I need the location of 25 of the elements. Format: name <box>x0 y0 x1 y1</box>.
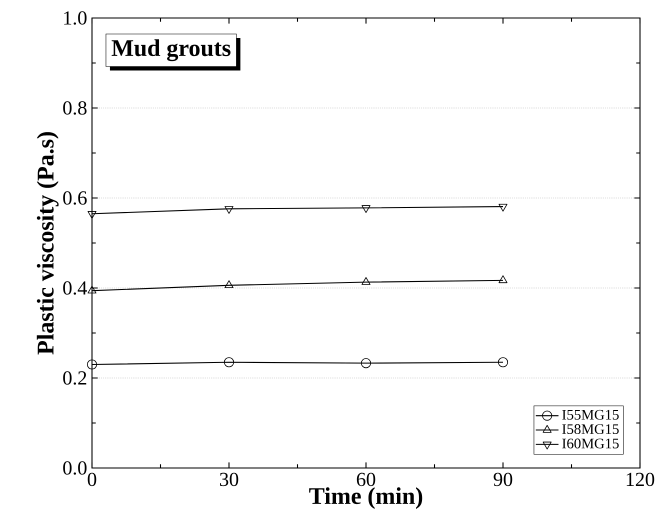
y-tick-label: 0.4 <box>63 281 87 295</box>
point <box>362 205 370 213</box>
point <box>360 358 372 368</box>
legend-label: I58MG15 <box>562 424 619 434</box>
point <box>498 204 508 212</box>
legend-label: I60MG15 <box>562 438 619 448</box>
point <box>224 206 234 214</box>
x-tick-label: 120 <box>626 472 654 486</box>
x-tick-label: 90 <box>494 472 512 486</box>
y-tick-label: 1.0 <box>64 11 87 25</box>
x-tick-label: 60 <box>356 472 376 486</box>
x-axis-title: Time (min) <box>309 487 422 509</box>
y-tick-label: 0.6 <box>63 191 87 205</box>
point <box>88 211 96 219</box>
point <box>86 359 98 370</box>
x-tick-label: 30 <box>220 472 238 486</box>
y-axis-title: Plastic viscosity (Pa.s) <box>36 132 59 354</box>
text: Mud grouts <box>112 39 230 62</box>
y-tick-label: 0.0 <box>63 461 87 475</box>
point <box>224 357 234 368</box>
legend-label: I55MG15 <box>562 410 619 420</box>
point <box>498 357 508 368</box>
x-tick-label: 0 <box>88 472 96 486</box>
y-tick-label: 0.2 <box>63 371 86 385</box>
y-tick-label: 0.8 <box>63 101 87 115</box>
